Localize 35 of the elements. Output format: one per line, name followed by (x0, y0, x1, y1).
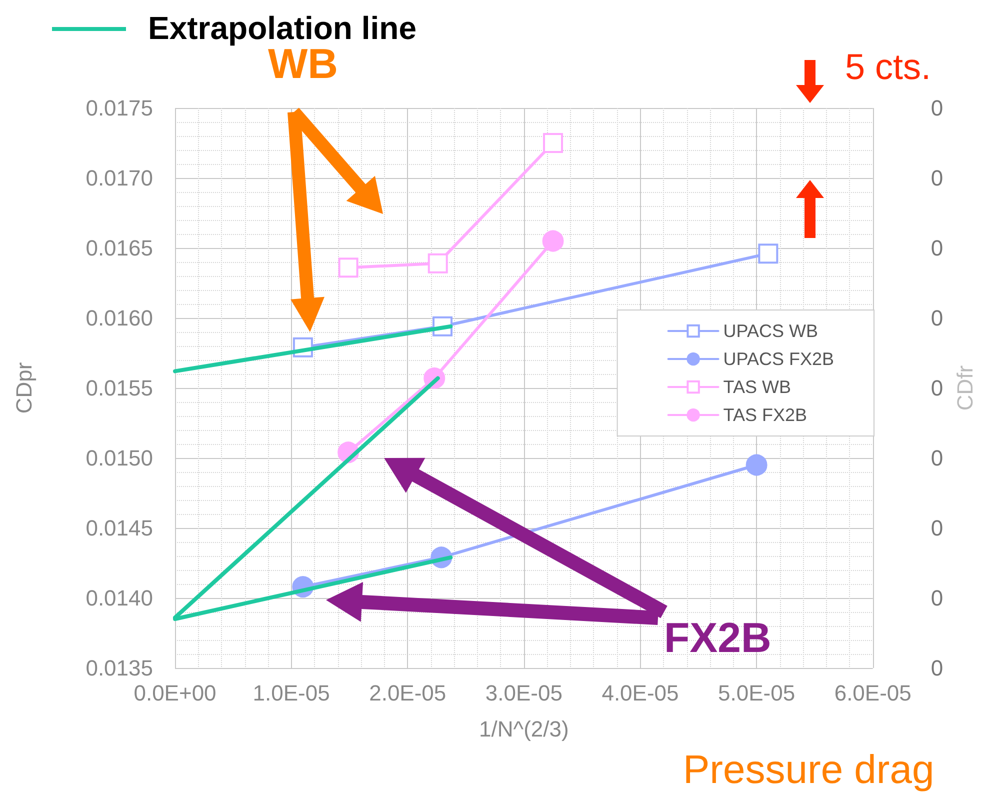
y2-tick-label: 0 (930, 586, 944, 610)
y2-tick-label: 0 (930, 516, 944, 540)
x-tick-label: 0.0E+00 (134, 680, 216, 706)
y-tick-label: 0.0175 (86, 96, 153, 120)
y-tick-label: 0.0140 (86, 586, 153, 610)
y2-tick-label: 0 (930, 376, 944, 400)
y2-tick-label: 0 (930, 236, 944, 260)
legend-label: UPACS WB (723, 321, 818, 341)
x-tick-label: 1.0E-05 (252, 680, 330, 706)
y-tick-label: 0.0170 (86, 166, 153, 190)
x-tick-label: 5.0E-05 (718, 680, 796, 706)
y2-axis-title: CDfr (952, 365, 978, 411)
y-tick-label: 0.0165 (86, 236, 153, 260)
y2-tick-label: 0 (930, 96, 944, 120)
y-axis-title: CDpr (12, 362, 36, 414)
y-tick-label: 0.0160 (86, 306, 153, 330)
legend-label: TAS FX2B (723, 405, 808, 425)
text: 5 cts. (845, 46, 932, 88)
y-tick-label: 0.0145 (86, 516, 153, 540)
text: Pressure drag (683, 748, 934, 793)
x-tick-label: 2.0E-05 (369, 680, 446, 706)
x-tick-label: 6.0E-05 (834, 680, 912, 706)
legend-label: TAS WB (723, 377, 791, 397)
y2-tick-label: 0 (930, 446, 944, 470)
y2-tick-label: 0 (930, 656, 944, 680)
y-tick-label: 0.0135 (86, 656, 153, 680)
x-axis-title: 1/N^(2/3) (479, 716, 569, 742)
x-tick-label: 4.0E-05 (602, 680, 679, 706)
legend-label: UPACS FX2B (723, 349, 834, 369)
x-tick-label: 3.0E-05 (485, 680, 562, 706)
y2-tick-label: 0 (930, 166, 944, 190)
annotation: FX2B (664, 614, 772, 662)
y2-tick-label: 0 (930, 306, 944, 330)
y-tick-label: 0.0155 (86, 376, 153, 400)
y-tick-label: 0.0150 (86, 446, 153, 470)
